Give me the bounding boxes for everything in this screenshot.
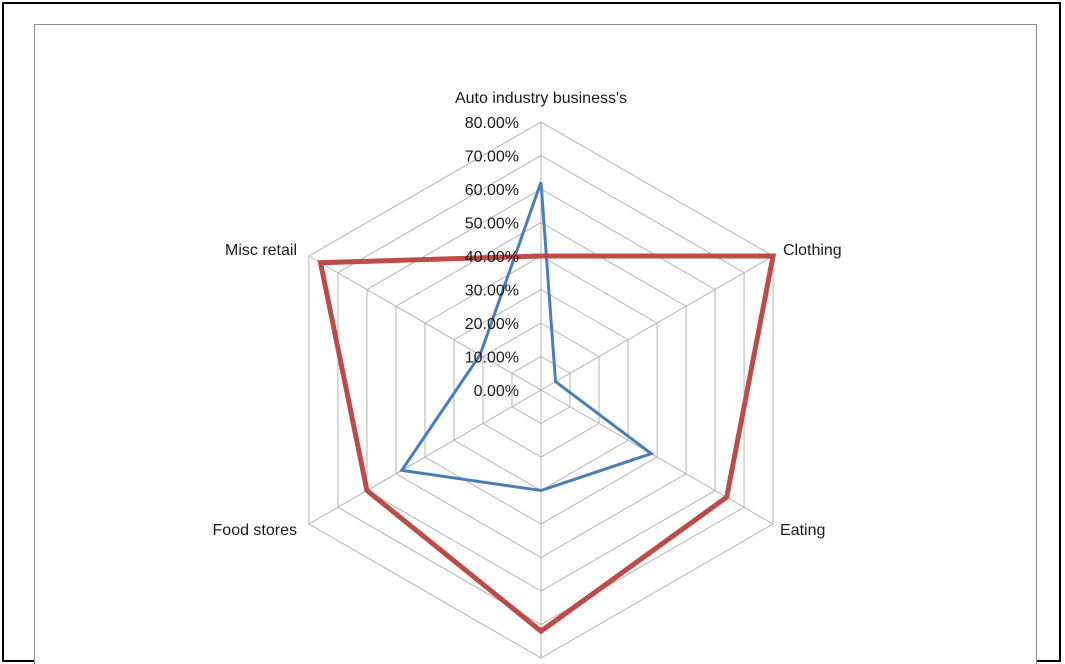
plot-area [34, 24, 1037, 664]
spoke [540, 255, 774, 391]
tick-label: 0.00% [474, 383, 519, 400]
category-label: Food stores [213, 522, 297, 539]
series-2-line [317, 253, 777, 635]
tick-label: 10.00% [465, 350, 519, 367]
spoke [308, 255, 542, 391]
category-label: Clothing [783, 242, 842, 259]
tick-label: 50.00% [465, 216, 519, 233]
tick-label: 30.00% [465, 283, 519, 300]
tick-label: 70.00% [465, 149, 519, 166]
category-label: Auto industry business's [455, 90, 627, 107]
category-labels: Auto industry business's Clothing Eating Fo… [213, 90, 842, 539]
spoke [540, 389, 774, 525]
spoke [308, 389, 542, 525]
category-label: Eating [780, 522, 825, 539]
tick-labels: 0.00% 10.00% 20.00% 30.00% 40.00% 50.00% 60.00… [465, 115, 519, 400]
tick-label: 20.00% [465, 316, 519, 333]
category-label: Misc retail [225, 242, 297, 259]
series-layer [317, 181, 777, 635]
tick-label: 40.00% [465, 249, 519, 266]
tick-label: 80.00% [465, 115, 519, 132]
radar-spokes [308, 122, 774, 658]
series-1-line [399, 181, 655, 493]
tick-label: 60.00% [465, 182, 519, 199]
